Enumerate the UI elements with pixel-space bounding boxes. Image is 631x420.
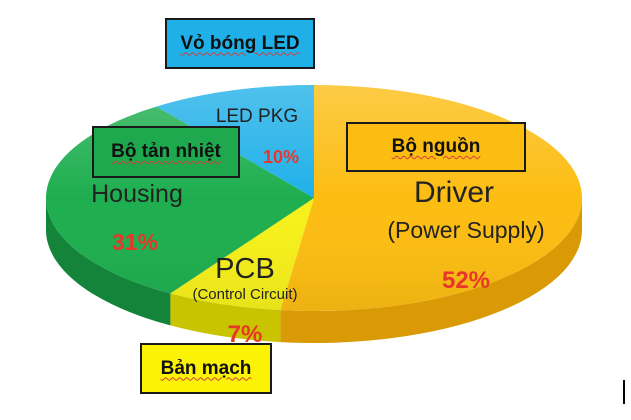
- annotation-text-power-supply: Bộ nguồn: [391, 136, 481, 157]
- slice-label-driver: Driver: [414, 176, 494, 209]
- annotation-box-circuit-board: Bản mạch: [140, 343, 272, 394]
- annotation-text-heat-sink: Bộ tản nhiệt: [111, 141, 221, 162]
- annotation-text-led-shell: Vỏ bóng LED: [180, 32, 300, 54]
- slice-value-housing: 31%: [112, 229, 158, 255]
- slice-label-housing: Housing: [91, 180, 183, 208]
- annotation-box-led-shell: Vỏ bóng LED: [165, 18, 315, 69]
- slice-sublabel-pcb: (Control Circuit): [192, 286, 297, 303]
- slice-label-led-pkg: LED PKG: [216, 106, 298, 127]
- annotation-box-power-supply: Bộ nguồn: [346, 122, 526, 172]
- slice-label-pcb: PCB: [215, 253, 275, 285]
- annotation-box-heat-sink: Bộ tản nhiệt: [92, 126, 240, 178]
- text-cursor: [623, 380, 625, 404]
- slice-sublabel-driver: (Power Supply): [387, 217, 544, 243]
- slice-value-led-pkg: 10%: [263, 147, 299, 167]
- slice-value-driver: 52%: [442, 267, 490, 294]
- annotation-text-circuit-board: Bản mạch: [160, 357, 252, 379]
